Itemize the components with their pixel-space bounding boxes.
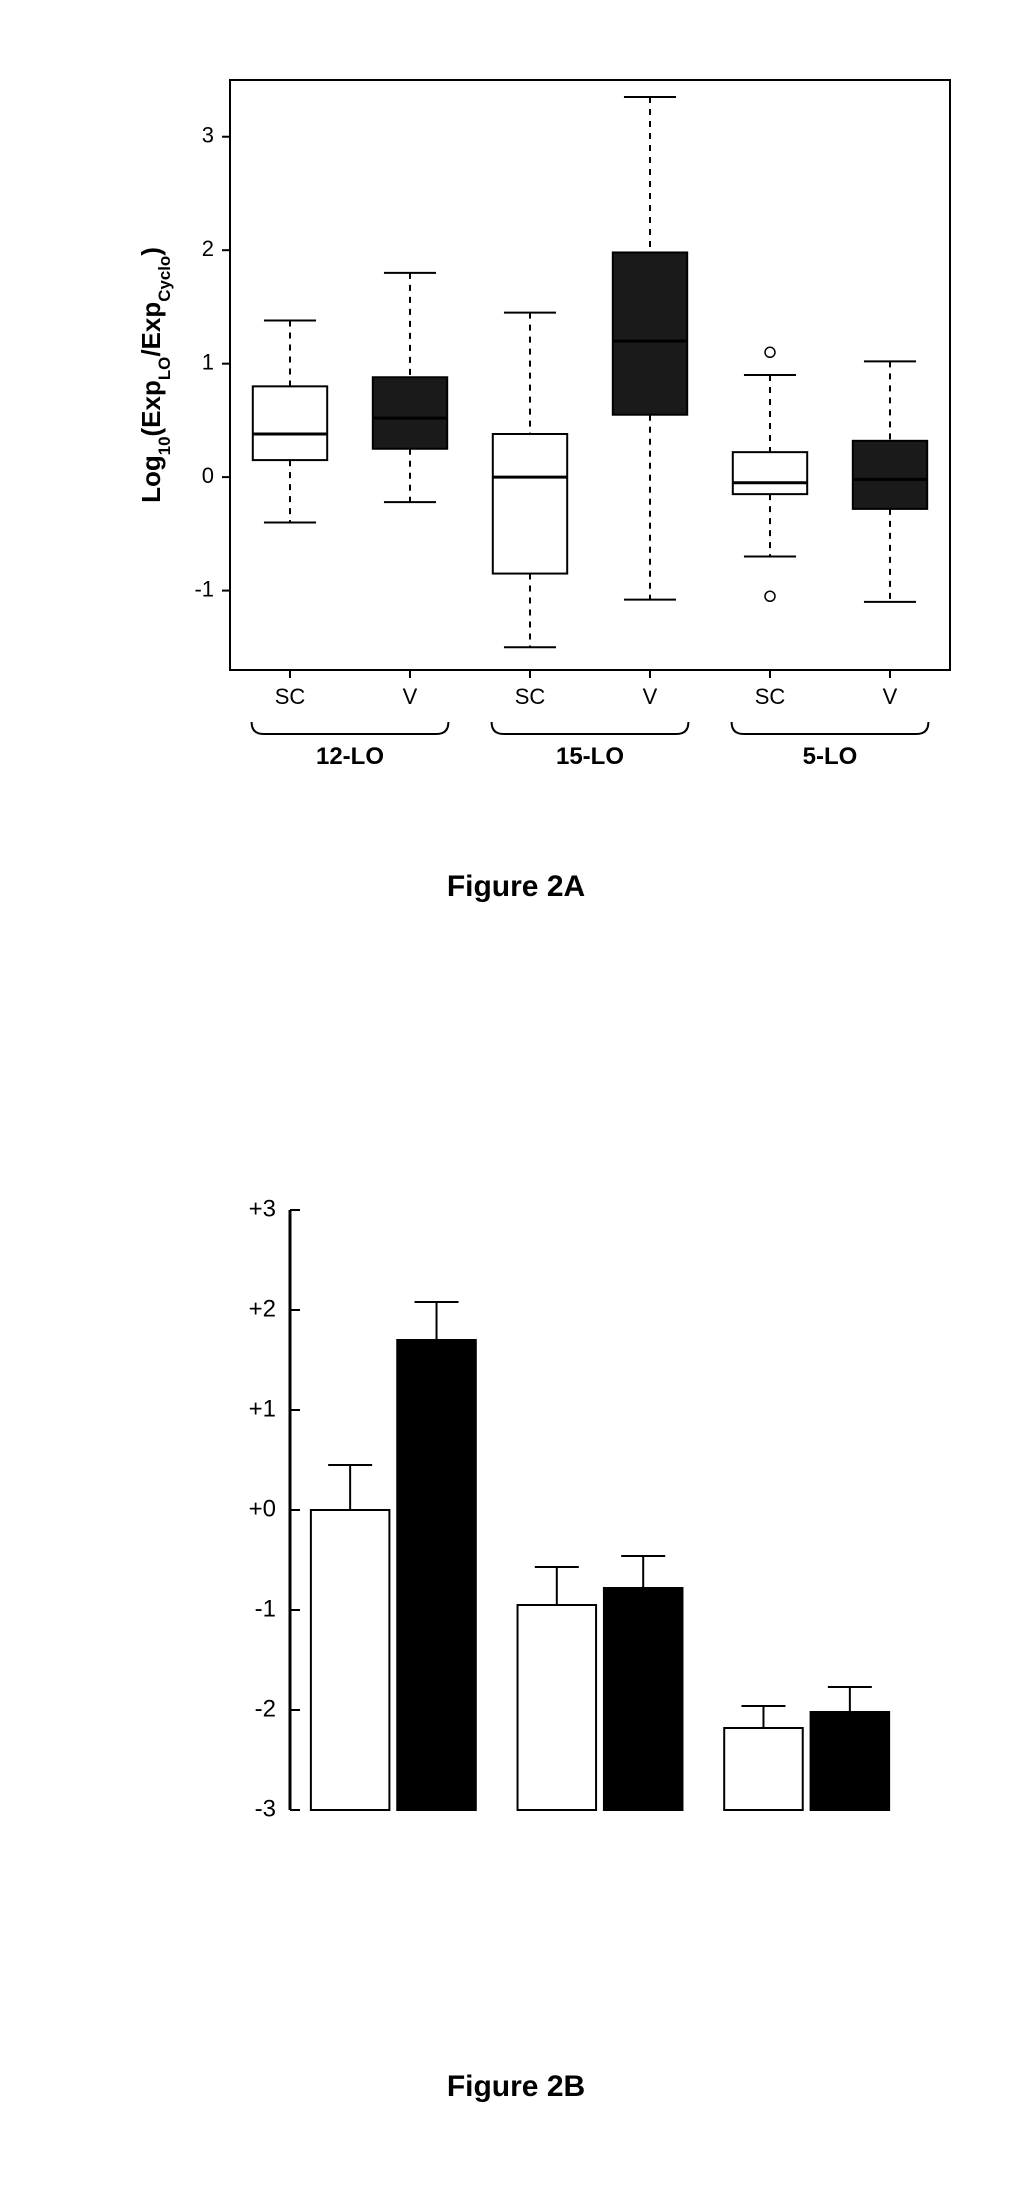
- svg-text:Log10(ExpLO/ExpCyclo): Log10(ExpLO/ExpCyclo): [136, 247, 174, 503]
- figure-2b: -3 -2 -1 +0 +1 +2 +3: [90, 1180, 960, 1940]
- svg-text:2: 2: [202, 236, 214, 261]
- page: { "figureA": { "type": "boxplot", "capti…: [0, 0, 1032, 2193]
- figure-2a: -1 0 1 2 3 Log10(ExpLO/ExpCyclo) SC V SC V SC V 12-L…: [60, 40, 970, 850]
- svg-text:V: V: [403, 684, 418, 709]
- svg-text:15-LO: 15-LO: [556, 743, 624, 770]
- svg-text:+2: +2: [249, 1295, 276, 1322]
- svg-text:5-LO: 5-LO: [803, 743, 858, 770]
- boxplot-svg: -1 0 1 2 3 Log10(ExpLO/ExpCyclo) SC V SC V SC V 12-L…: [60, 40, 970, 850]
- svg-text:12-LO: 12-LO: [316, 743, 384, 770]
- svg-text:SC: SC: [755, 684, 786, 709]
- svg-text:-3: -3: [255, 1795, 276, 1822]
- barchart-svg: -3 -2 -1 +0 +1 +2 +3: [90, 1180, 960, 1940]
- svg-text:-1: -1: [194, 576, 214, 601]
- svg-text:SC: SC: [275, 684, 306, 709]
- svg-text:0: 0: [202, 463, 214, 488]
- svg-text:SC: SC: [515, 684, 546, 709]
- svg-text:-1: -1: [255, 1595, 276, 1622]
- svg-text:-2: -2: [255, 1695, 276, 1722]
- svg-text:3: 3: [202, 123, 214, 148]
- svg-text:V: V: [643, 684, 658, 709]
- svg-text:+1: +1: [249, 1395, 276, 1422]
- svg-text:+0: +0: [249, 1495, 276, 1522]
- svg-text:1: 1: [202, 349, 214, 374]
- svg-text:+3: +3: [249, 1195, 276, 1222]
- figure-2b-caption: Figure 2B: [0, 2070, 1032, 2104]
- figure-2a-caption: Figure 2A: [0, 870, 1032, 904]
- svg-text:V: V: [883, 684, 898, 709]
